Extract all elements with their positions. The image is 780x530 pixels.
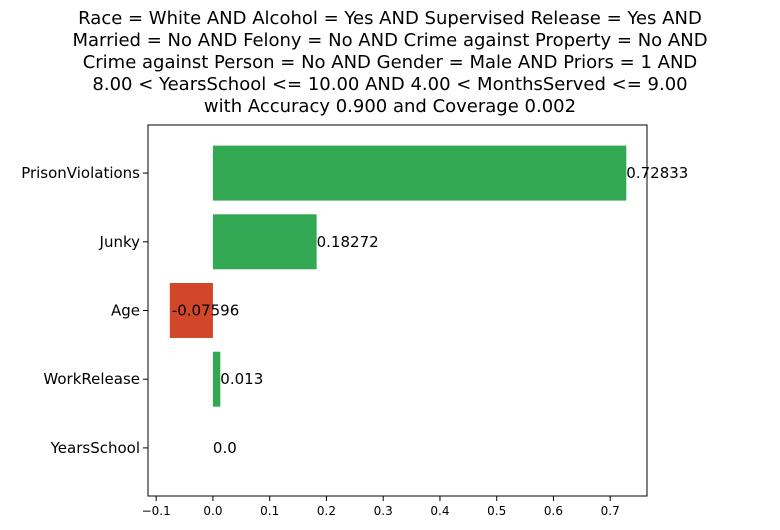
x-tick-label: 0.6 — [544, 504, 563, 518]
y-tick-label: Junky — [99, 233, 141, 251]
chart-title: Race = White AND Alcohol = Yes AND Super… — [72, 8, 707, 117]
value-label: 0.013 — [220, 370, 263, 388]
title-line: 8.00 < YearsSchool <= 10.00 AND 4.00 < M… — [92, 74, 687, 95]
title-line: with Accuracy 0.900 and Coverage 0.002 — [204, 96, 576, 117]
y-tick-label: YearsSchool — [50, 439, 140, 457]
x-tick-label: 0.3 — [374, 504, 393, 518]
value-label: 0.72833 — [626, 164, 688, 182]
value-label: 0.18272 — [317, 233, 379, 251]
x-tick-label: −0.1 — [142, 504, 171, 518]
y-tick-label: Age — [111, 302, 140, 320]
title-line: Race = White AND Alcohol = Yes AND Super… — [78, 8, 702, 29]
x-tick-label: 0.0 — [203, 504, 222, 518]
bar-age — [169, 283, 213, 338]
y-tick-label: PrisonViolations — [21, 164, 140, 182]
bar-prisonviolations — [212, 145, 627, 201]
value-labels: 0.72833 0.18272 -0.07596 0.013 0.0 — [172, 164, 689, 457]
x-tick-label: 0.7 — [601, 504, 620, 518]
title-line: Married = No AND Felony = No AND Crime a… — [72, 30, 707, 51]
bar-junky — [212, 214, 317, 270]
x-tick-label: 0.1 — [260, 504, 279, 518]
y-axis: PrisonViolations Junky Age WorkRelease Years… — [21, 164, 148, 457]
bars — [169, 145, 627, 407]
x-axis: −0.1 0.0 0.1 0.2 0.3 0.4 0.5 0.6 0.7 — [142, 496, 620, 518]
y-tick-label: WorkRelease — [43, 370, 140, 388]
x-tick-label: 0.5 — [487, 504, 506, 518]
value-label: -0.07596 — [172, 302, 239, 320]
x-tick-label: 0.2 — [317, 504, 336, 518]
value-label: 0.0 — [213, 439, 237, 457]
bar-workrelease — [212, 351, 221, 407]
title-line: Crime against Person = No AND Gender = M… — [83, 52, 698, 73]
x-tick-label: 0.4 — [430, 504, 449, 518]
